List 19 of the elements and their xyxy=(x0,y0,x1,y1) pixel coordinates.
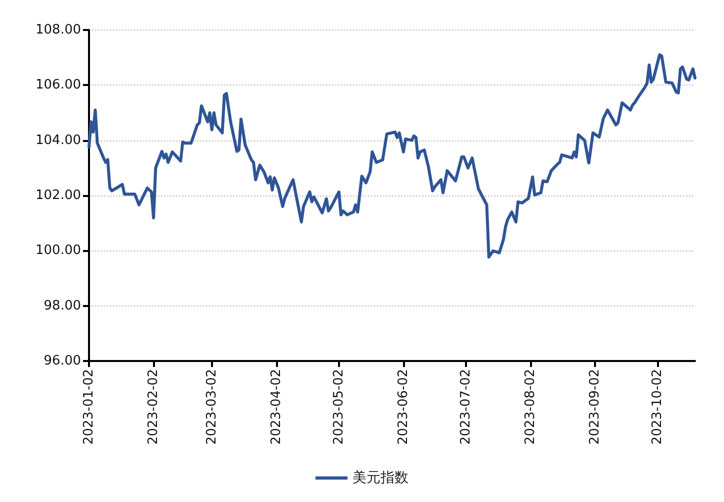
y-tick-label: 104.00 xyxy=(36,132,81,148)
x-tick-label: 2023-02-02 xyxy=(146,369,162,445)
y-tick-label: 100.00 xyxy=(36,243,81,258)
x-tick-label: 2023-06-02 xyxy=(396,369,411,445)
x-tick-label: 2023-09-02 xyxy=(588,369,603,445)
x-tick-label: 2023-10-02 xyxy=(650,369,666,445)
y-tick-label: 102.00 xyxy=(36,188,81,203)
y-tick-label: 106.00 xyxy=(36,78,81,93)
y-tick-label: 98.00 xyxy=(44,298,81,314)
x-tick-label: 2023-03-02 xyxy=(204,369,220,445)
legend-label: 美元指数 xyxy=(352,470,408,486)
line-series xyxy=(88,53,696,259)
x-tick-label: 2023-08-02 xyxy=(522,369,538,445)
x-tick-label: 2023-04-02 xyxy=(268,369,284,445)
x-tick-label: 2023-05-02 xyxy=(331,369,346,445)
y-tick-label: 96.00 xyxy=(44,354,81,368)
x-tick-label: 2023-01-02 xyxy=(82,369,96,445)
y-tick-label: 108.00 xyxy=(36,22,81,38)
x-tick-label: 2023-07-02 xyxy=(458,369,474,445)
